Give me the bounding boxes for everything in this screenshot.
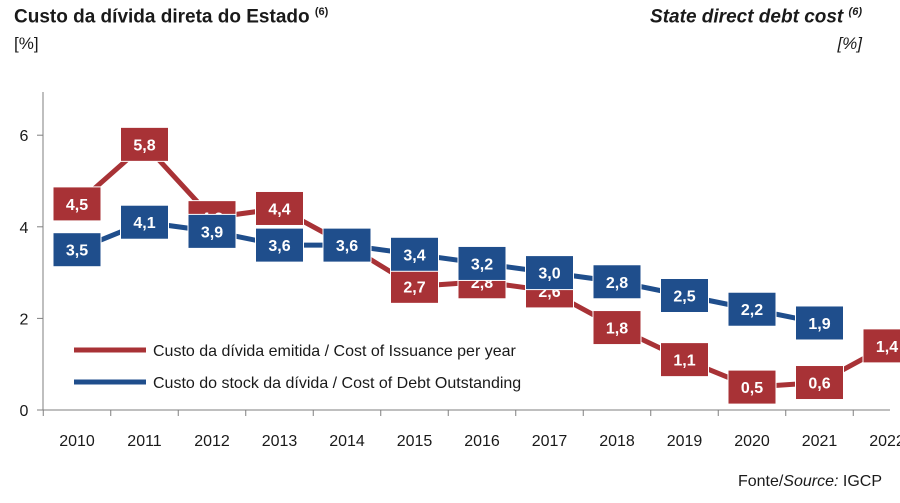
x-tick-label: 2011 [127, 433, 162, 450]
data-label: 3,6 [268, 238, 290, 255]
x-tick-label: 2022 [869, 433, 900, 450]
x-tick-label: 2016 [464, 433, 500, 450]
data-label: 2,5 [673, 289, 695, 306]
x-tick-label: 2010 [59, 433, 95, 450]
data-label: 3,0 [538, 266, 560, 283]
data-label: 1,9 [808, 316, 830, 333]
outstanding-point [525, 255, 574, 291]
data-label: 2,8 [606, 275, 628, 292]
outstanding-point [457, 245, 507, 281]
x-tick-label: 2020 [734, 433, 770, 450]
data-label: 3,2 [471, 256, 493, 273]
legend-label: Custo do stock da dívida / Cost of Debt … [153, 375, 521, 392]
source-note: Fonte/Source: IGCP [737, 473, 882, 490]
issuance-point [120, 126, 169, 162]
y-tick-label: 2 [20, 311, 29, 328]
x-tick-label: 2017 [532, 433, 568, 450]
y-tick-label: 0 [20, 403, 29, 420]
y-tick-label: 6 [20, 128, 29, 145]
issuance-point [862, 328, 900, 364]
issuance-point [727, 369, 777, 405]
issuance-point [390, 268, 439, 304]
data-label: 3,4 [403, 247, 425, 264]
x-tick-label: 2021 [802, 433, 838, 450]
data-label: 0,6 [808, 376, 830, 393]
data-label: 0,5 [741, 380, 763, 397]
outstanding-point [52, 232, 102, 268]
outstanding-point [187, 213, 237, 249]
data-label: 3,6 [336, 238, 358, 255]
issuance-point [255, 190, 304, 226]
data-label: 4,5 [66, 197, 88, 214]
x-tick-label: 2018 [599, 433, 635, 450]
issuance-point [52, 186, 102, 222]
unit-label-en: [%] [837, 34, 862, 53]
data-label: 1,1 [673, 353, 695, 370]
unit-label-pt: [%] [14, 34, 39, 53]
data-label: 3,9 [201, 224, 223, 241]
x-tick-label: 2019 [667, 433, 703, 450]
data-label: 4,4 [268, 201, 290, 218]
outstanding-point [795, 305, 844, 341]
x-tick-label: 2014 [329, 433, 365, 450]
legend-label: Custo da dívida emitida / Cost of Issuan… [153, 343, 517, 360]
outstanding-point [592, 264, 642, 300]
data-label: 5,8 [133, 137, 155, 154]
issuance-point [795, 365, 844, 401]
outstanding-point [120, 204, 169, 240]
x-tick-label: 2013 [262, 433, 298, 450]
data-label: 4,1 [133, 215, 155, 232]
data-label: 2,7 [403, 279, 425, 296]
issuance-point [660, 342, 709, 378]
outstanding-point [660, 278, 709, 313]
x-tick-label: 2015 [397, 433, 433, 450]
issuance-point [592, 310, 642, 346]
data-label: 3,5 [66, 243, 88, 260]
data-label: 1,8 [606, 321, 628, 338]
outstanding-point [727, 291, 777, 327]
y-tick-label: 4 [20, 220, 29, 237]
outstanding-point [255, 227, 304, 263]
chart-title-en: State direct debt cost (6) [650, 6, 862, 28]
x-tick-label: 2012 [194, 433, 230, 450]
outstanding-point [390, 236, 439, 272]
data-label: 2,2 [741, 302, 763, 319]
outstanding-point [322, 227, 372, 263]
chart-title-pt: Custo da dívida direta do Estado (6) [14, 6, 329, 28]
data-label: 1,4 [876, 339, 898, 356]
